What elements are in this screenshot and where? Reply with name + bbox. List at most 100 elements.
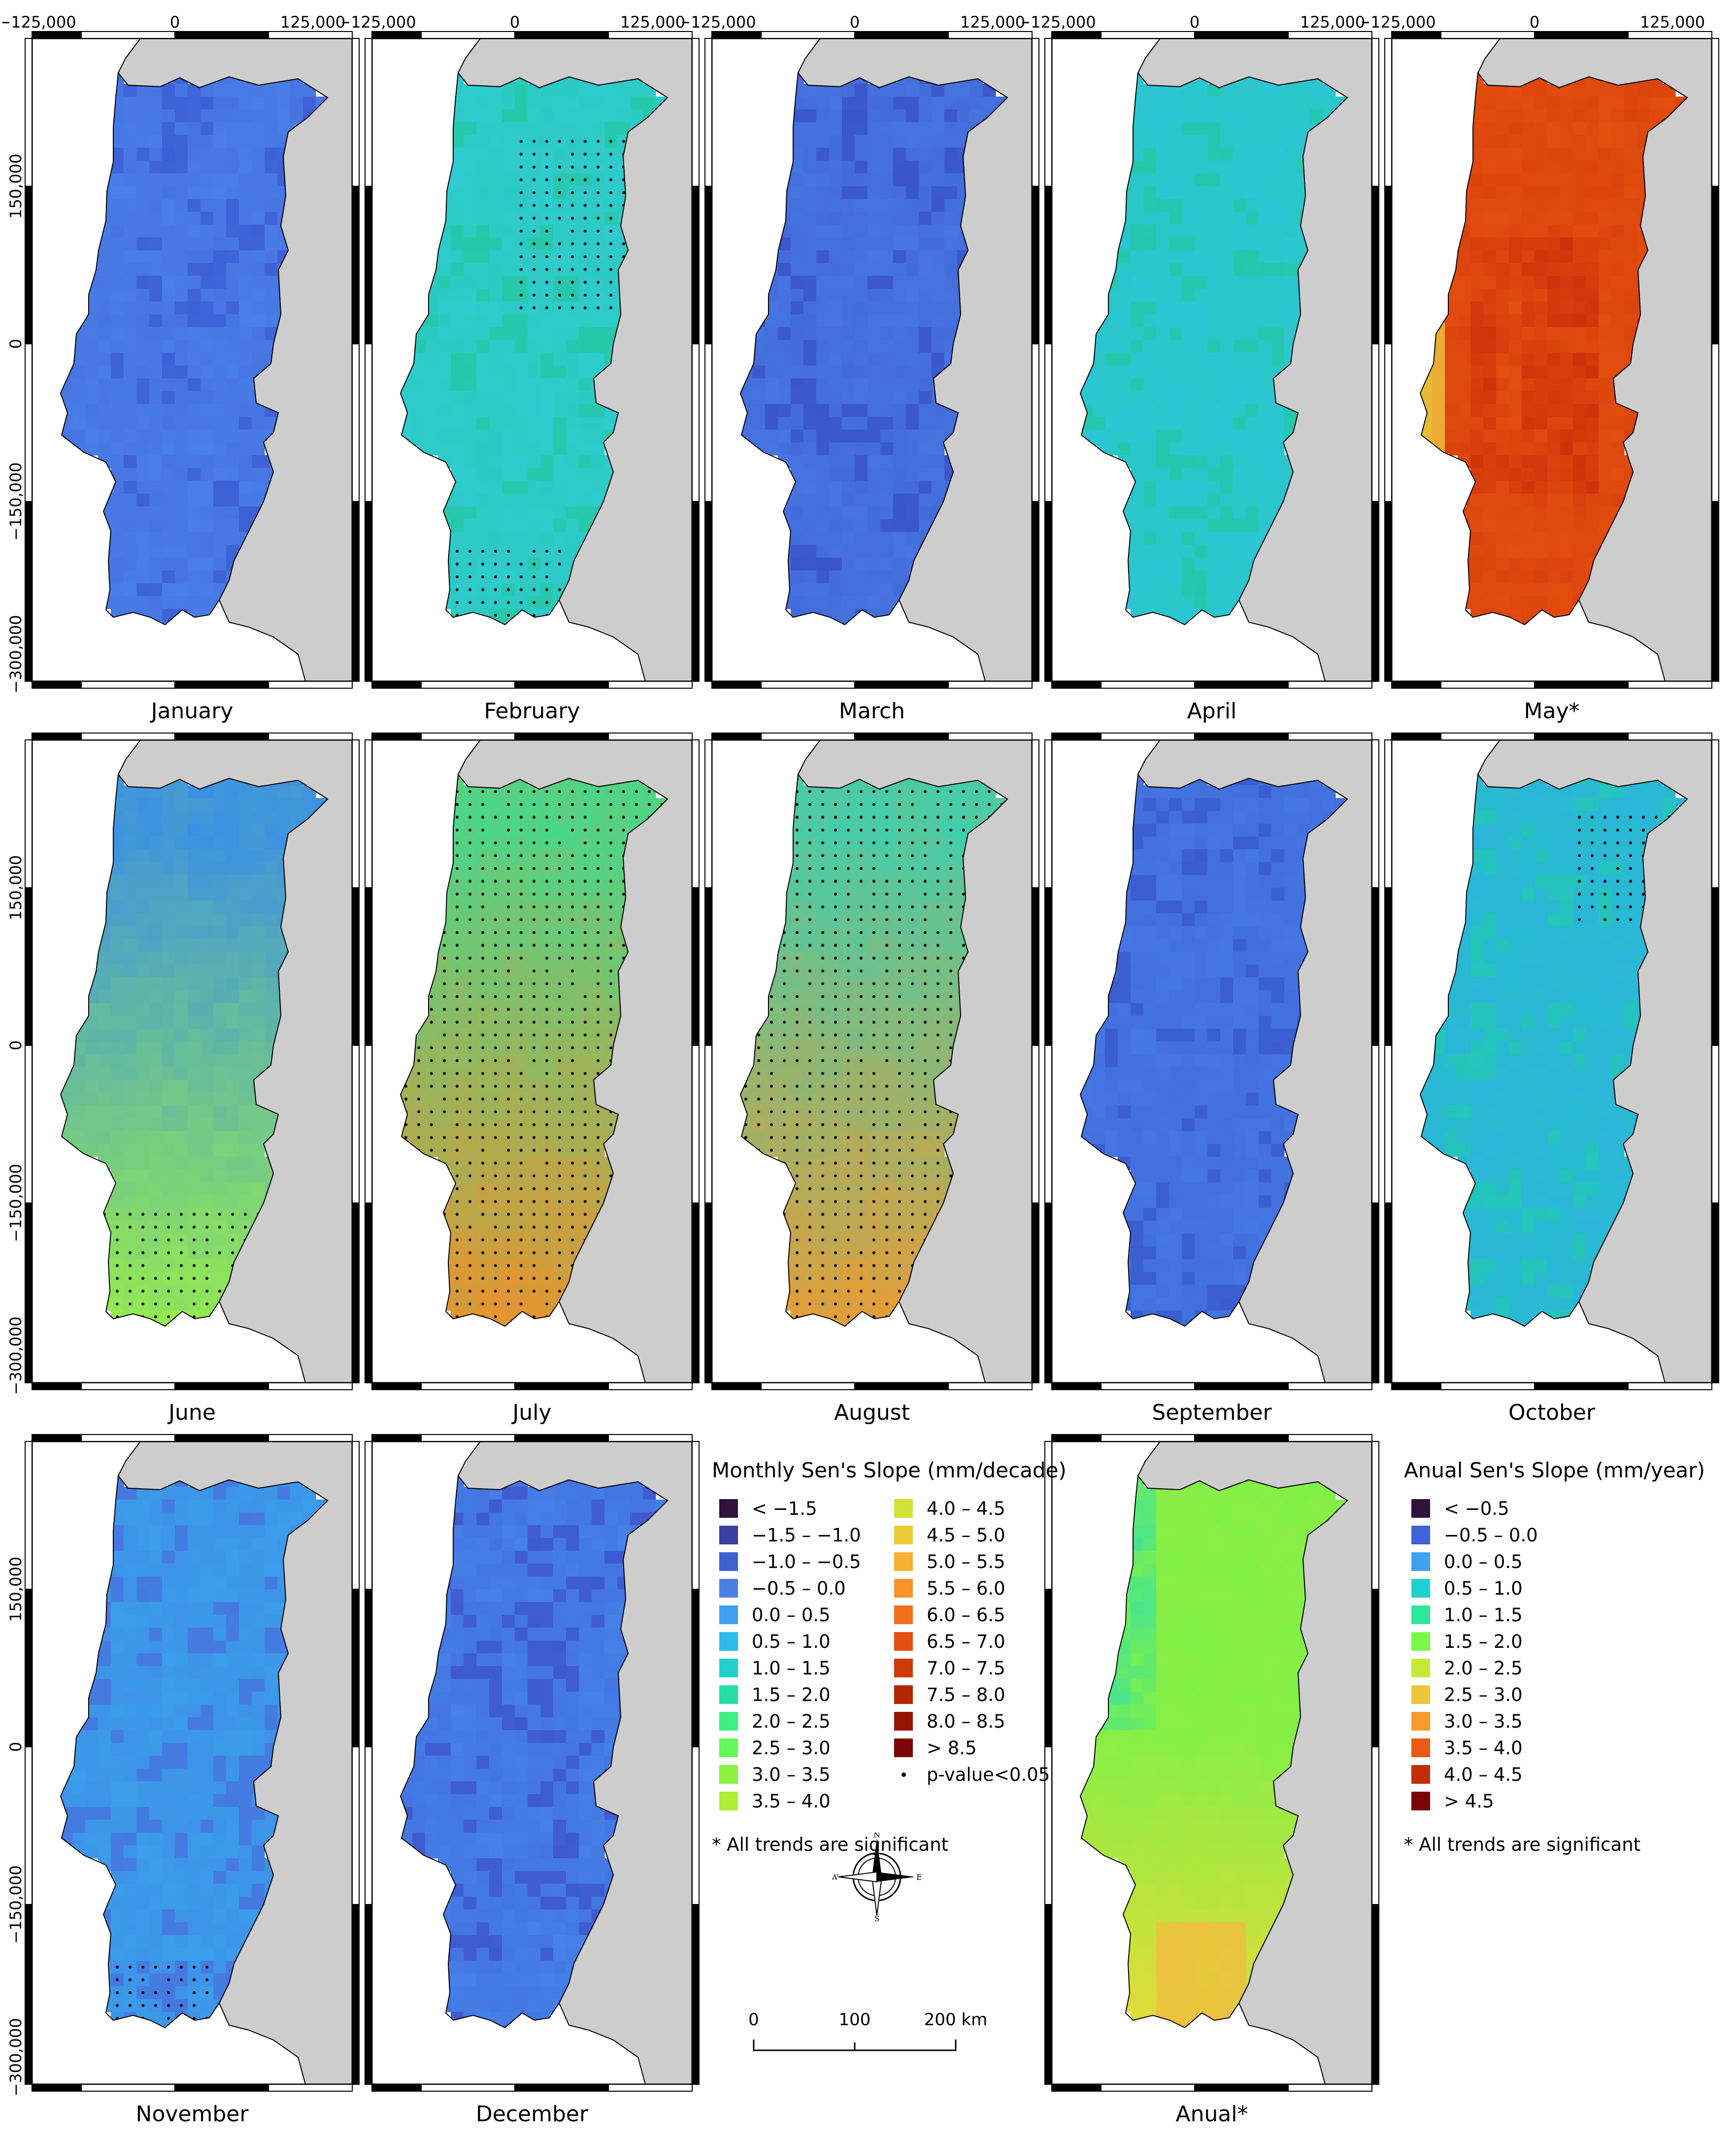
grid-cell bbox=[226, 1182, 239, 1196]
significance-dot bbox=[597, 841, 600, 844]
grid-cell bbox=[1573, 199, 1586, 212]
grid-cell bbox=[1560, 109, 1573, 123]
grid-cell bbox=[829, 173, 842, 187]
grid-cell bbox=[1509, 161, 1522, 174]
grid-cell bbox=[1195, 135, 1208, 148]
grid-cell bbox=[932, 173, 945, 187]
grid-cell bbox=[425, 1093, 438, 1106]
grid-cell bbox=[213, 212, 227, 225]
significance-dot bbox=[533, 1123, 535, 1126]
significance-dot bbox=[533, 191, 535, 194]
grid-cell bbox=[265, 148, 278, 161]
grid-cell bbox=[136, 276, 150, 289]
grid-cell bbox=[1220, 327, 1234, 340]
grid-cell bbox=[842, 109, 855, 123]
significance-dot bbox=[481, 1136, 484, 1139]
grid-cell bbox=[1509, 404, 1522, 417]
grid-cell bbox=[200, 836, 214, 850]
grid-cell bbox=[842, 225, 855, 238]
grid-cell bbox=[1271, 148, 1285, 161]
grid-cell bbox=[1169, 378, 1182, 392]
grid-cell bbox=[803, 327, 817, 340]
significance-dot bbox=[609, 178, 612, 181]
significance-dot bbox=[205, 1213, 208, 1216]
grid-cell bbox=[200, 862, 214, 875]
significance-dot bbox=[481, 867, 484, 870]
grid-cell bbox=[111, 353, 124, 366]
grid-cell bbox=[842, 366, 855, 379]
grid-cell bbox=[188, 965, 201, 978]
grid-cell bbox=[1586, 353, 1599, 366]
grid-cell bbox=[188, 327, 201, 340]
grid-cell bbox=[149, 596, 163, 609]
grid-cell bbox=[1131, 532, 1144, 545]
significance-dot bbox=[609, 217, 612, 220]
grid-cell bbox=[111, 939, 124, 952]
significance-dot bbox=[520, 1123, 523, 1126]
grid-cell bbox=[213, 1093, 227, 1106]
grid-cell bbox=[893, 353, 906, 366]
grid-cell bbox=[1233, 455, 1246, 468]
grid-cell bbox=[1535, 340, 1548, 353]
grid-cell bbox=[1131, 596, 1144, 609]
significance-dot bbox=[507, 893, 510, 896]
grid-cell bbox=[553, 506, 567, 520]
significance-dot bbox=[584, 893, 587, 896]
grid-cell bbox=[816, 430, 830, 443]
significance-dot bbox=[597, 230, 600, 233]
grid-cell bbox=[829, 532, 842, 545]
grid-cell bbox=[944, 225, 958, 238]
grid-cell bbox=[1547, 263, 1561, 276]
grid-cell bbox=[252, 913, 265, 927]
significance-dot bbox=[231, 1213, 234, 1216]
significance-dot bbox=[597, 217, 600, 220]
grid-cell bbox=[200, 97, 214, 110]
grid-cell bbox=[855, 225, 868, 238]
grid-cell bbox=[1233, 417, 1246, 430]
grid-cell bbox=[1547, 366, 1561, 379]
significance-dot bbox=[507, 905, 510, 908]
significance-dot bbox=[609, 140, 612, 143]
grid-cell bbox=[553, 391, 567, 404]
grid-cell bbox=[1131, 378, 1144, 392]
grid-cell bbox=[226, 506, 239, 520]
grid-cell bbox=[1259, 289, 1272, 302]
grid-cell bbox=[200, 824, 214, 837]
grid-cell bbox=[957, 109, 970, 123]
grid-cell bbox=[226, 148, 239, 161]
significance-dot bbox=[154, 1251, 157, 1254]
grid-cell bbox=[175, 1041, 188, 1055]
grid-cell bbox=[136, 1041, 150, 1055]
grid-cell bbox=[188, 836, 201, 850]
significance-dot bbox=[507, 1098, 510, 1101]
grid-cell bbox=[136, 237, 150, 251]
grid-cell bbox=[617, 109, 631, 123]
grid-cell bbox=[1207, 391, 1221, 404]
grid-cell bbox=[213, 849, 227, 863]
grid-cell bbox=[175, 952, 188, 965]
significance-dot bbox=[193, 1290, 196, 1293]
grid-cell bbox=[1220, 558, 1234, 571]
grid-cell bbox=[1220, 301, 1234, 315]
grid-cell bbox=[476, 519, 490, 533]
grid-cell bbox=[829, 481, 842, 494]
y-tick-label: 0 bbox=[6, 339, 25, 349]
significance-dot bbox=[468, 969, 471, 972]
grid-cell bbox=[1547, 289, 1561, 302]
grid-cell bbox=[540, 468, 554, 481]
grid-cell bbox=[136, 225, 150, 238]
grid-cell bbox=[1535, 532, 1548, 545]
grid-cell bbox=[906, 148, 919, 161]
grid-cell bbox=[489, 161, 502, 174]
grid-cell bbox=[162, 276, 175, 289]
grid-cell bbox=[1496, 173, 1509, 187]
grid-cell bbox=[175, 250, 188, 264]
significance-dot bbox=[545, 550, 548, 553]
grid-cell bbox=[252, 327, 265, 340]
grid-cell bbox=[175, 314, 188, 328]
grid-cell bbox=[893, 519, 906, 533]
grid-cell bbox=[502, 225, 515, 238]
grid-cell bbox=[149, 1157, 163, 1170]
grid-cell bbox=[1131, 519, 1144, 533]
grid-cell bbox=[1470, 519, 1484, 533]
